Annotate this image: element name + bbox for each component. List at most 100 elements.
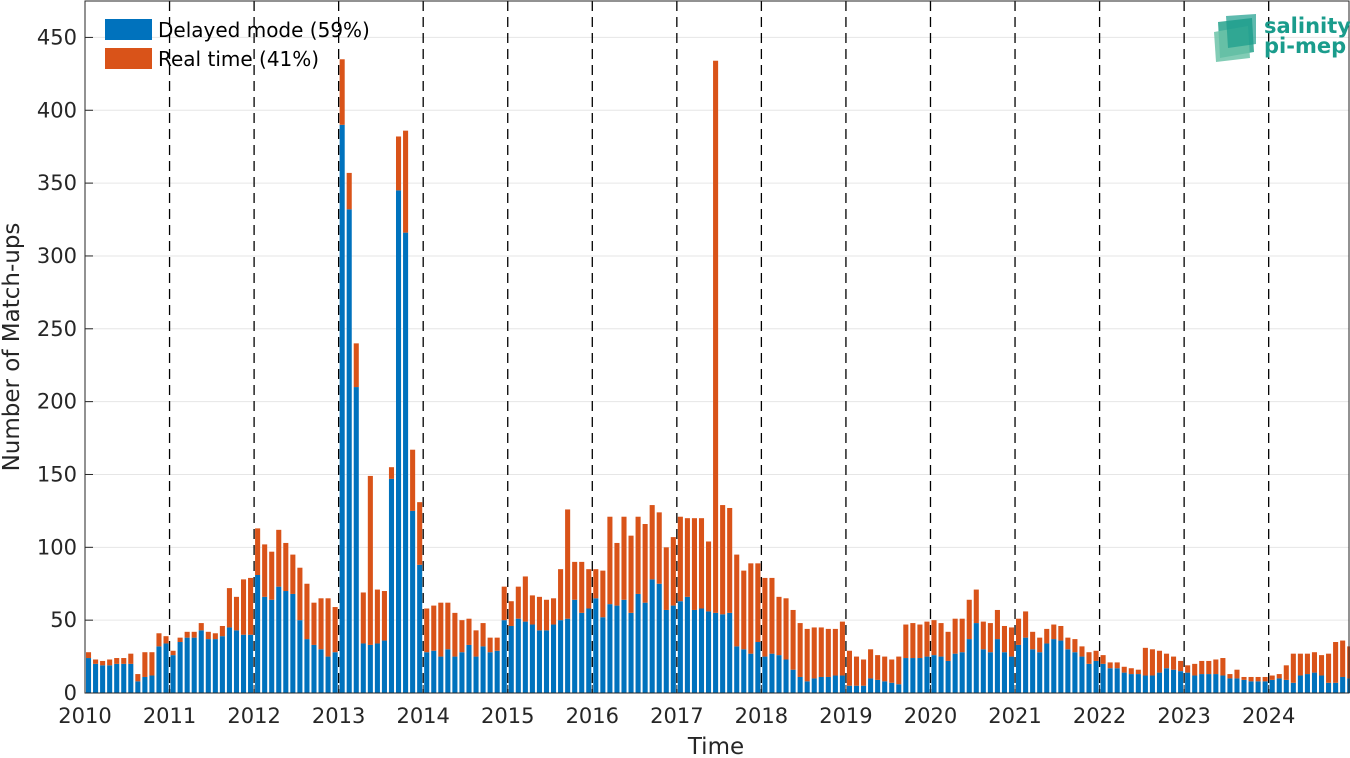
y-tick-label: 50 xyxy=(50,608,77,632)
bar-realtime xyxy=(706,541,712,612)
bar-realtime xyxy=(797,623,803,677)
bar-realtime xyxy=(1072,639,1078,653)
y-tick-label: 450 xyxy=(37,25,77,49)
bar-realtime xyxy=(339,59,345,125)
bar-realtime xyxy=(600,570,606,618)
bar-realtime xyxy=(431,605,437,651)
bar-realtime xyxy=(1333,642,1339,683)
bar-realtime xyxy=(839,621,845,676)
bar-delayed xyxy=(762,656,768,693)
bar-delayed xyxy=(184,637,190,693)
x-tick-label: 2018 xyxy=(735,704,788,728)
bar-delayed xyxy=(551,624,557,693)
bar-delayed xyxy=(896,684,902,693)
bar-delayed xyxy=(945,660,951,693)
bar-realtime xyxy=(741,570,747,650)
bar-realtime xyxy=(811,627,817,679)
logo-line1: salinity xyxy=(1264,14,1350,38)
bar-realtime xyxy=(1227,674,1233,679)
bar-delayed xyxy=(177,642,183,693)
bar-realtime xyxy=(515,586,521,619)
x-tick-label: 2019 xyxy=(819,704,872,728)
bar-delayed xyxy=(706,611,712,693)
bar-realtime xyxy=(1030,631,1036,650)
bar-realtime xyxy=(543,599,550,631)
bar-delayed xyxy=(290,593,296,693)
bar-delayed xyxy=(128,663,134,693)
bar-delayed xyxy=(508,625,514,693)
bar-realtime xyxy=(184,631,190,638)
bar-realtime xyxy=(311,602,317,645)
x-tick-label: 2023 xyxy=(1157,704,1210,728)
bar-delayed xyxy=(670,605,676,693)
bar-realtime xyxy=(1114,662,1120,669)
bar-realtime xyxy=(438,602,444,657)
bar-delayed xyxy=(776,655,782,693)
bar-delayed xyxy=(1128,674,1134,693)
bar-delayed xyxy=(621,599,627,693)
bar-realtime xyxy=(1318,655,1325,676)
x-tick-label: 2012 xyxy=(227,704,280,728)
bar-realtime xyxy=(790,609,796,670)
bar-delayed xyxy=(438,656,444,693)
bar-delayed xyxy=(473,656,479,693)
bar-delayed xyxy=(269,599,275,693)
x-tick-label: 2011 xyxy=(143,704,196,728)
bar-realtime xyxy=(1220,658,1226,676)
bar-delayed xyxy=(360,643,366,693)
bar-delayed xyxy=(424,652,430,693)
bar-realtime xyxy=(987,623,993,653)
bar-delayed xyxy=(572,599,578,693)
bar-delayed xyxy=(1156,672,1163,693)
bar-realtime xyxy=(586,569,592,609)
bar-realtime xyxy=(473,630,479,657)
bar-delayed xyxy=(825,676,831,693)
bar-delayed xyxy=(1269,679,1275,693)
bar-realtime xyxy=(882,656,888,682)
bar-realtime xyxy=(959,618,965,653)
bar-delayed xyxy=(959,652,965,693)
x-axis-label: Time xyxy=(687,734,744,758)
bar-delayed xyxy=(734,646,740,693)
bar-realtime xyxy=(353,343,359,388)
bar-delayed xyxy=(811,678,817,693)
bar-realtime xyxy=(748,563,754,654)
bar-realtime xyxy=(93,659,99,664)
bar-delayed xyxy=(1262,681,1268,693)
bar-delayed xyxy=(1163,668,1170,693)
bar-delayed xyxy=(156,646,162,693)
bar-delayed xyxy=(114,663,120,693)
bar-delayed xyxy=(1030,649,1036,693)
bar-delayed xyxy=(1079,656,1085,693)
legend: Delayed mode (59%) Real time (41%) xyxy=(105,18,370,71)
bar-delayed xyxy=(1051,639,1057,693)
bar-realtime xyxy=(388,467,395,479)
bar-realtime xyxy=(825,628,831,677)
bar-delayed xyxy=(318,649,324,693)
bar-delayed xyxy=(353,387,359,693)
bar-delayed xyxy=(952,653,958,693)
bar-realtime xyxy=(1023,611,1029,638)
bar-realtime xyxy=(614,542,620,606)
bar-realtime xyxy=(276,529,282,587)
bar-realtime xyxy=(487,637,493,653)
bar-delayed xyxy=(170,655,176,693)
bar-realtime xyxy=(374,589,380,644)
bar-realtime xyxy=(395,136,402,191)
bar-delayed xyxy=(93,663,99,693)
bar-realtime xyxy=(367,475,373,645)
bar-delayed xyxy=(973,623,979,693)
logo-wave-icon xyxy=(1214,14,1256,62)
x-tick-label: 2022 xyxy=(1073,704,1126,728)
bar-realtime xyxy=(656,512,662,584)
bar-delayed xyxy=(410,510,416,693)
bar-realtime xyxy=(226,588,232,628)
bar-delayed xyxy=(240,634,247,693)
y-tick-label: 200 xyxy=(37,390,77,414)
bar-realtime xyxy=(1297,653,1303,676)
bar-delayed xyxy=(255,574,261,693)
bar-delayed xyxy=(980,649,986,693)
bar-delayed xyxy=(346,209,352,693)
bar-delayed xyxy=(339,124,345,693)
bar-realtime xyxy=(198,623,204,631)
